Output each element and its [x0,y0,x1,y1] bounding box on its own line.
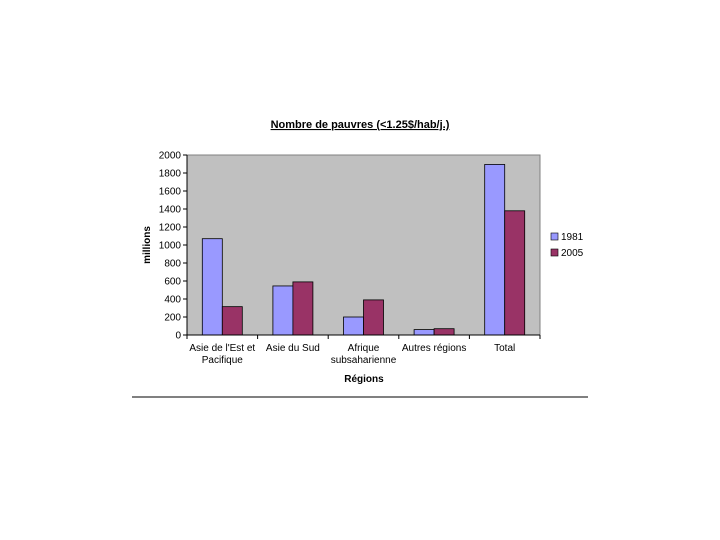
y-axis-title: millions [142,226,153,264]
y-tick-label: 0 [175,331,181,342]
bar-2005-3 [433,328,455,336]
x-category-label: Pacifique [202,355,244,366]
bar-1981-4 [484,164,506,336]
bar-1981-2 [343,316,364,336]
bar-1981-1 [272,285,294,336]
bar-2005-4 [504,210,526,336]
bar-1981-0 [201,238,223,336]
legend-swatch-1981 [550,232,559,241]
y-tick-label: 600 [164,277,181,288]
bar-2005-2 [363,299,384,336]
y-axis: 0 200 400 600 800 1000 1200 1400 1600 1800 2000 [159,151,188,342]
x-category-label: Autres régions [402,343,466,354]
legend-label-2005: 2005 [561,248,584,259]
legend-label-1981: 1981 [561,232,584,243]
x-category-label: Afrique [348,343,380,354]
bars [201,164,526,336]
x-category-label: Asie de l'Est et [189,343,255,354]
chart-title: Nombre de pauvres (<1.25$/hab/j.) [271,119,450,131]
y-tick-label: 1200 [159,223,182,234]
x-category-label: subsaharienne [331,355,397,366]
bar-2005-0 [221,306,243,336]
y-tick-label: 1000 [159,241,182,252]
y-tick-label: 1800 [159,169,182,180]
y-tick-label: 200 [164,313,181,324]
x-axis-title: Régions [344,374,384,385]
y-tick-label: 1600 [159,187,182,198]
y-tick-label: 800 [164,259,181,270]
y-tick-label: 400 [164,295,181,306]
x-category-label: Asie du Sud [266,343,320,354]
y-tick-label: 1400 [159,205,182,216]
y-tick-label: 2000 [159,151,182,162]
legend-swatch-2005 [550,248,559,257]
bar-2005-1 [292,281,314,336]
legend: 1981 2005 [550,232,584,259]
x-category-label: Total [494,343,515,354]
bar-1981-3 [413,329,435,336]
